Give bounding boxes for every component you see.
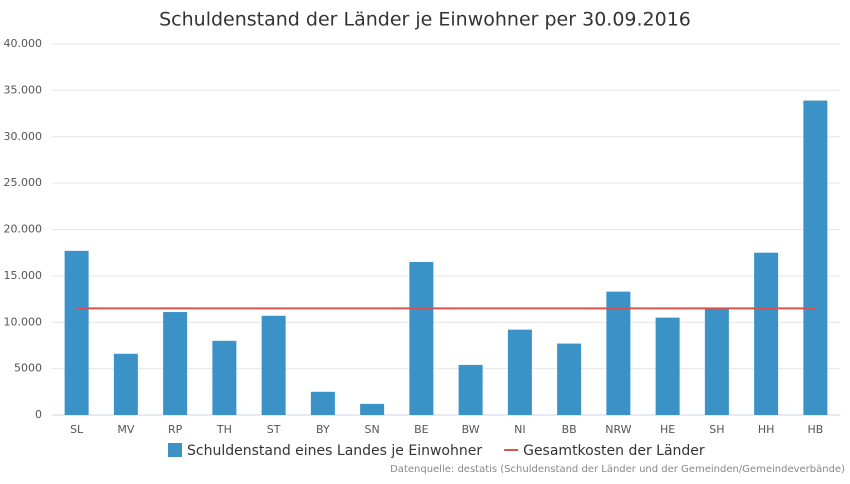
x-tick-label: BB bbox=[562, 423, 577, 436]
x-tick-label: HH bbox=[758, 423, 775, 436]
y-tick-label: 40.000 bbox=[4, 37, 43, 50]
y-tick-label: 10.000 bbox=[4, 315, 43, 328]
y-tick-label: 5000 bbox=[14, 362, 42, 375]
x-tick-label: SL bbox=[70, 423, 84, 436]
bar bbox=[606, 291, 631, 415]
bar bbox=[64, 250, 89, 415]
bar bbox=[458, 364, 483, 415]
x-tick-label: ST bbox=[267, 423, 281, 436]
bar bbox=[360, 403, 385, 415]
legend-swatch bbox=[168, 443, 182, 457]
x-tick-label: SN bbox=[365, 423, 380, 436]
bar bbox=[754, 252, 779, 415]
y-tick-label: 20.000 bbox=[4, 223, 43, 236]
bar bbox=[557, 343, 582, 415]
bar bbox=[704, 308, 729, 415]
chart-title: Schuldenstand der Länder je Einwohner pe… bbox=[159, 9, 691, 31]
y-tick-label: 30.000 bbox=[4, 130, 43, 143]
x-tick-label: BY bbox=[316, 423, 330, 436]
x-tick-label: NI bbox=[514, 423, 525, 436]
y-tick-label: 35.000 bbox=[4, 83, 43, 96]
bar bbox=[310, 391, 335, 415]
x-tick-label: HB bbox=[807, 423, 823, 436]
bar bbox=[409, 261, 434, 415]
legend-label: Gesamtkosten der Länder bbox=[523, 443, 705, 459]
x-tick-label: BE bbox=[414, 423, 429, 436]
bar bbox=[803, 100, 828, 415]
bar bbox=[163, 312, 188, 415]
x-tick-label: TH bbox=[216, 423, 232, 436]
bar bbox=[212, 340, 237, 415]
bar bbox=[507, 329, 532, 415]
legend-label: Schuldenstand eines Landes je Einwohner bbox=[187, 443, 482, 459]
bar bbox=[655, 317, 680, 415]
x-tick-label: HE bbox=[660, 423, 675, 436]
y-tick-label: 25.000 bbox=[4, 176, 43, 189]
source-note: Datenquelle: destatis (Schuldenstand der… bbox=[390, 464, 845, 475]
x-tick-label: SH bbox=[709, 423, 724, 436]
y-tick-label: 0 bbox=[35, 408, 42, 421]
bar bbox=[113, 353, 138, 415]
x-tick-label: NRW bbox=[605, 423, 631, 436]
y-tick-label: 15.000 bbox=[4, 269, 43, 282]
bar bbox=[261, 315, 286, 415]
x-tick-label: MV bbox=[117, 423, 134, 436]
x-tick-label: RP bbox=[168, 423, 183, 436]
x-tick-label: BW bbox=[462, 423, 480, 436]
